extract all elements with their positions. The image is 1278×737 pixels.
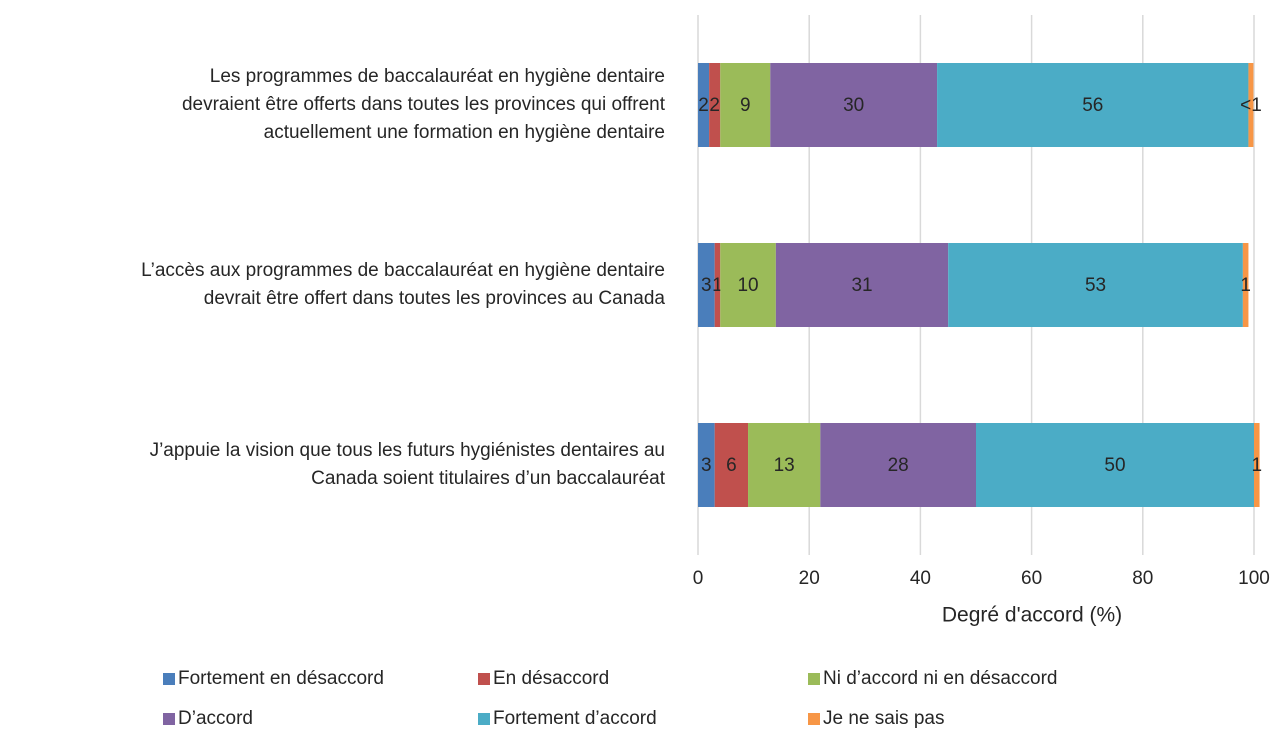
bar-segment — [720, 63, 771, 147]
data-label: 3 — [701, 455, 712, 476]
data-label: 2 — [709, 95, 720, 116]
bar-segment — [1248, 63, 1254, 147]
bar-segment — [775, 243, 949, 327]
bar-segment — [820, 423, 976, 507]
bar-segment — [714, 243, 721, 327]
bar-segment — [937, 63, 1249, 147]
data-label: 30 — [843, 95, 864, 116]
x-tick-label: 60 — [1021, 568, 1042, 589]
x-tick-label: 20 — [799, 568, 820, 589]
bar-segment — [720, 243, 776, 327]
legend-swatch — [808, 673, 820, 685]
legend-label: Fortement en désaccord — [178, 668, 384, 689]
bar-segment — [1254, 423, 1260, 507]
category-label: devraient être offerts dans toutes les p… — [182, 94, 666, 115]
legend-label: En désaccord — [493, 668, 609, 689]
legend-swatch — [163, 673, 175, 685]
data-label: 6 — [726, 455, 737, 476]
data-label: 1 — [1240, 275, 1251, 296]
category-label: Les programmes de baccalauréat en hygièn… — [210, 66, 665, 87]
x-tick-label: 100 — [1238, 568, 1270, 589]
data-label: 10 — [737, 275, 758, 296]
data-label: 56 — [1082, 95, 1103, 116]
bar-segment — [976, 423, 1254, 507]
x-tick-label: 80 — [1132, 568, 1153, 589]
data-label: 13 — [774, 455, 795, 476]
legend-swatch — [163, 713, 175, 725]
bar-segment — [770, 63, 938, 147]
data-label: 50 — [1104, 455, 1125, 476]
data-label: 9 — [740, 95, 751, 116]
category-label: J’appuie la vision que tous les futurs h… — [150, 440, 665, 461]
legend-label: D’accord — [178, 708, 253, 729]
legend-swatch — [478, 713, 490, 725]
bar-segment — [1242, 243, 1249, 327]
data-label: 28 — [888, 455, 909, 476]
x-tick-label: 0 — [693, 568, 704, 589]
legend-swatch — [808, 713, 820, 725]
data-label: <1 — [1240, 95, 1262, 116]
category-label: actuellement une formation en hygiène de… — [264, 122, 665, 143]
category-label: Canada soient titulaires d’un baccalauré… — [311, 468, 666, 489]
legend-label: Je ne sais pas — [823, 708, 944, 729]
bar-segment — [709, 63, 721, 147]
bar-segment — [748, 423, 821, 507]
data-label: 2 — [698, 95, 709, 116]
data-label: 3 — [701, 275, 712, 296]
data-label: 1 — [1251, 455, 1262, 476]
legend-label: Ni d’accord ni en désaccord — [823, 668, 1057, 689]
bar-segment — [714, 423, 749, 507]
x-axis-title: Degré d'accord (%) — [942, 604, 1122, 627]
data-label: 53 — [1085, 275, 1106, 296]
legend-swatch — [478, 673, 490, 685]
bar-segment — [698, 423, 715, 507]
bar-segment — [698, 63, 710, 147]
category-label: devrait être offert dans toutes les prov… — [204, 288, 666, 309]
data-label: 31 — [851, 275, 872, 296]
data-label: 1 — [712, 275, 723, 296]
bar-segment — [948, 243, 1243, 327]
legend-label: Fortement d’accord — [493, 708, 657, 729]
category-label: L’accès aux programmes de baccalauréat e… — [141, 260, 665, 281]
x-tick-label: 40 — [910, 568, 931, 589]
bar-segment — [698, 243, 715, 327]
